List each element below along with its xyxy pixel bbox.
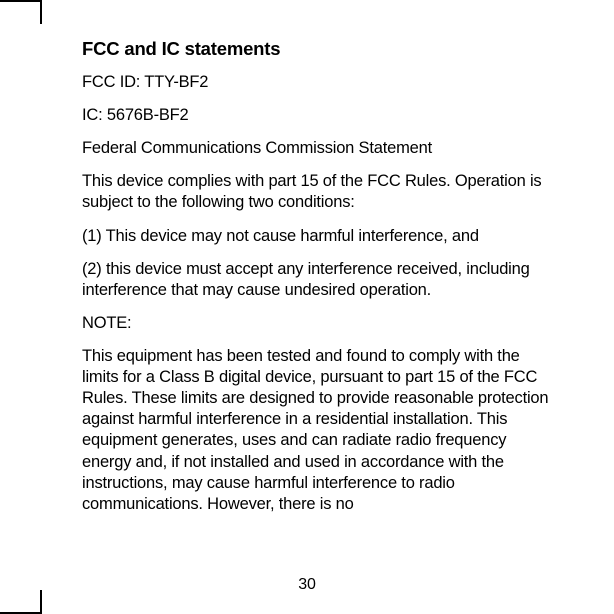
body-paragraph: (2) this device must accept any interfer… — [82, 259, 556, 301]
body-paragraph: IC: 5676B-BF2 — [82, 105, 556, 126]
page-number: 30 — [0, 576, 614, 594]
body-paragraph: (1) This device may not cause harmful in… — [82, 226, 556, 247]
crop-mark — [40, 0, 42, 24]
body-paragraph: This device complies with part 15 of the… — [82, 171, 556, 213]
section-heading: FCC and IC statements — [82, 38, 556, 60]
content-block: FCC and IC statements FCC ID: TTY-BF2 IC… — [82, 38, 556, 568]
body-paragraph: FCC ID: TTY-BF2 — [82, 72, 556, 93]
body-paragraph: This equipment has been tested and found… — [82, 346, 556, 515]
crop-mark — [0, 0, 42, 2]
page: FCC and IC statements FCC ID: TTY-BF2 IC… — [0, 0, 614, 614]
body-paragraph: NOTE: — [82, 313, 556, 334]
body-paragraph: Federal Communications Commission Statem… — [82, 138, 556, 159]
